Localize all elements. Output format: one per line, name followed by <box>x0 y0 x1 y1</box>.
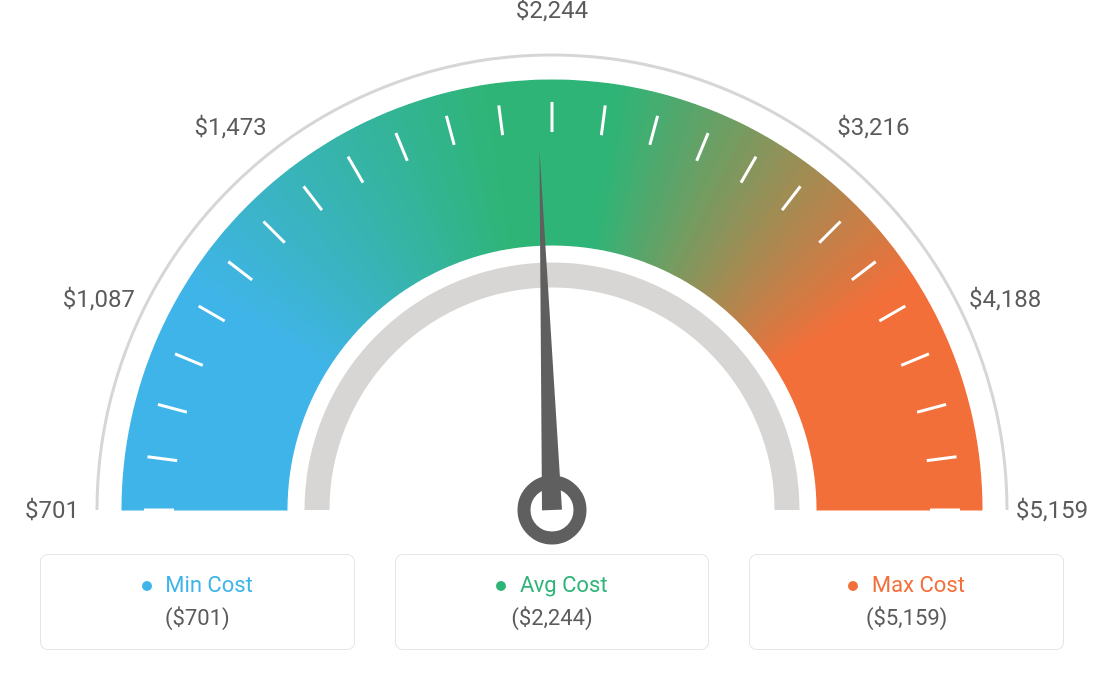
dot-icon <box>496 581 506 591</box>
gauge-svg <box>0 0 1104 560</box>
legend-title-text: Min Cost <box>165 573 253 598</box>
legend-row: Min Cost ($701) Avg Cost ($2,244) Max Co… <box>0 554 1104 650</box>
legend-value-min: ($701) <box>51 606 344 631</box>
gauge-tick-label: $2,244 <box>516 0 588 24</box>
legend-title-text: Avg Cost <box>520 573 608 598</box>
gauge-tick-label: $3,216 <box>837 113 909 141</box>
gauge-tick-label: $1,473 <box>195 113 267 141</box>
legend-title-avg: Avg Cost <box>406 573 699 598</box>
cost-gauge: $701 $1,087 $1,473 $2,244 $3,216 $4,188 $5,159 <box>0 0 1104 560</box>
legend-card-avg: Avg Cost ($2,244) <box>395 554 710 650</box>
gauge-tick-label: $1,087 <box>63 285 135 313</box>
dot-icon <box>848 581 858 591</box>
legend-card-min: Min Cost ($701) <box>40 554 355 650</box>
gauge-tick-label: $5,159 <box>1016 496 1088 524</box>
gauge-tick-label: $4,188 <box>969 285 1041 313</box>
legend-card-max: Max Cost ($5,159) <box>749 554 1064 650</box>
legend-value-max: ($5,159) <box>760 606 1053 631</box>
dot-icon <box>142 581 152 591</box>
gauge-tick-label: $701 <box>25 496 79 524</box>
legend-title-text: Max Cost <box>872 573 965 598</box>
legend-title-min: Min Cost <box>51 573 344 598</box>
legend-value-avg: ($2,244) <box>406 606 699 631</box>
legend-title-max: Max Cost <box>760 573 1053 598</box>
